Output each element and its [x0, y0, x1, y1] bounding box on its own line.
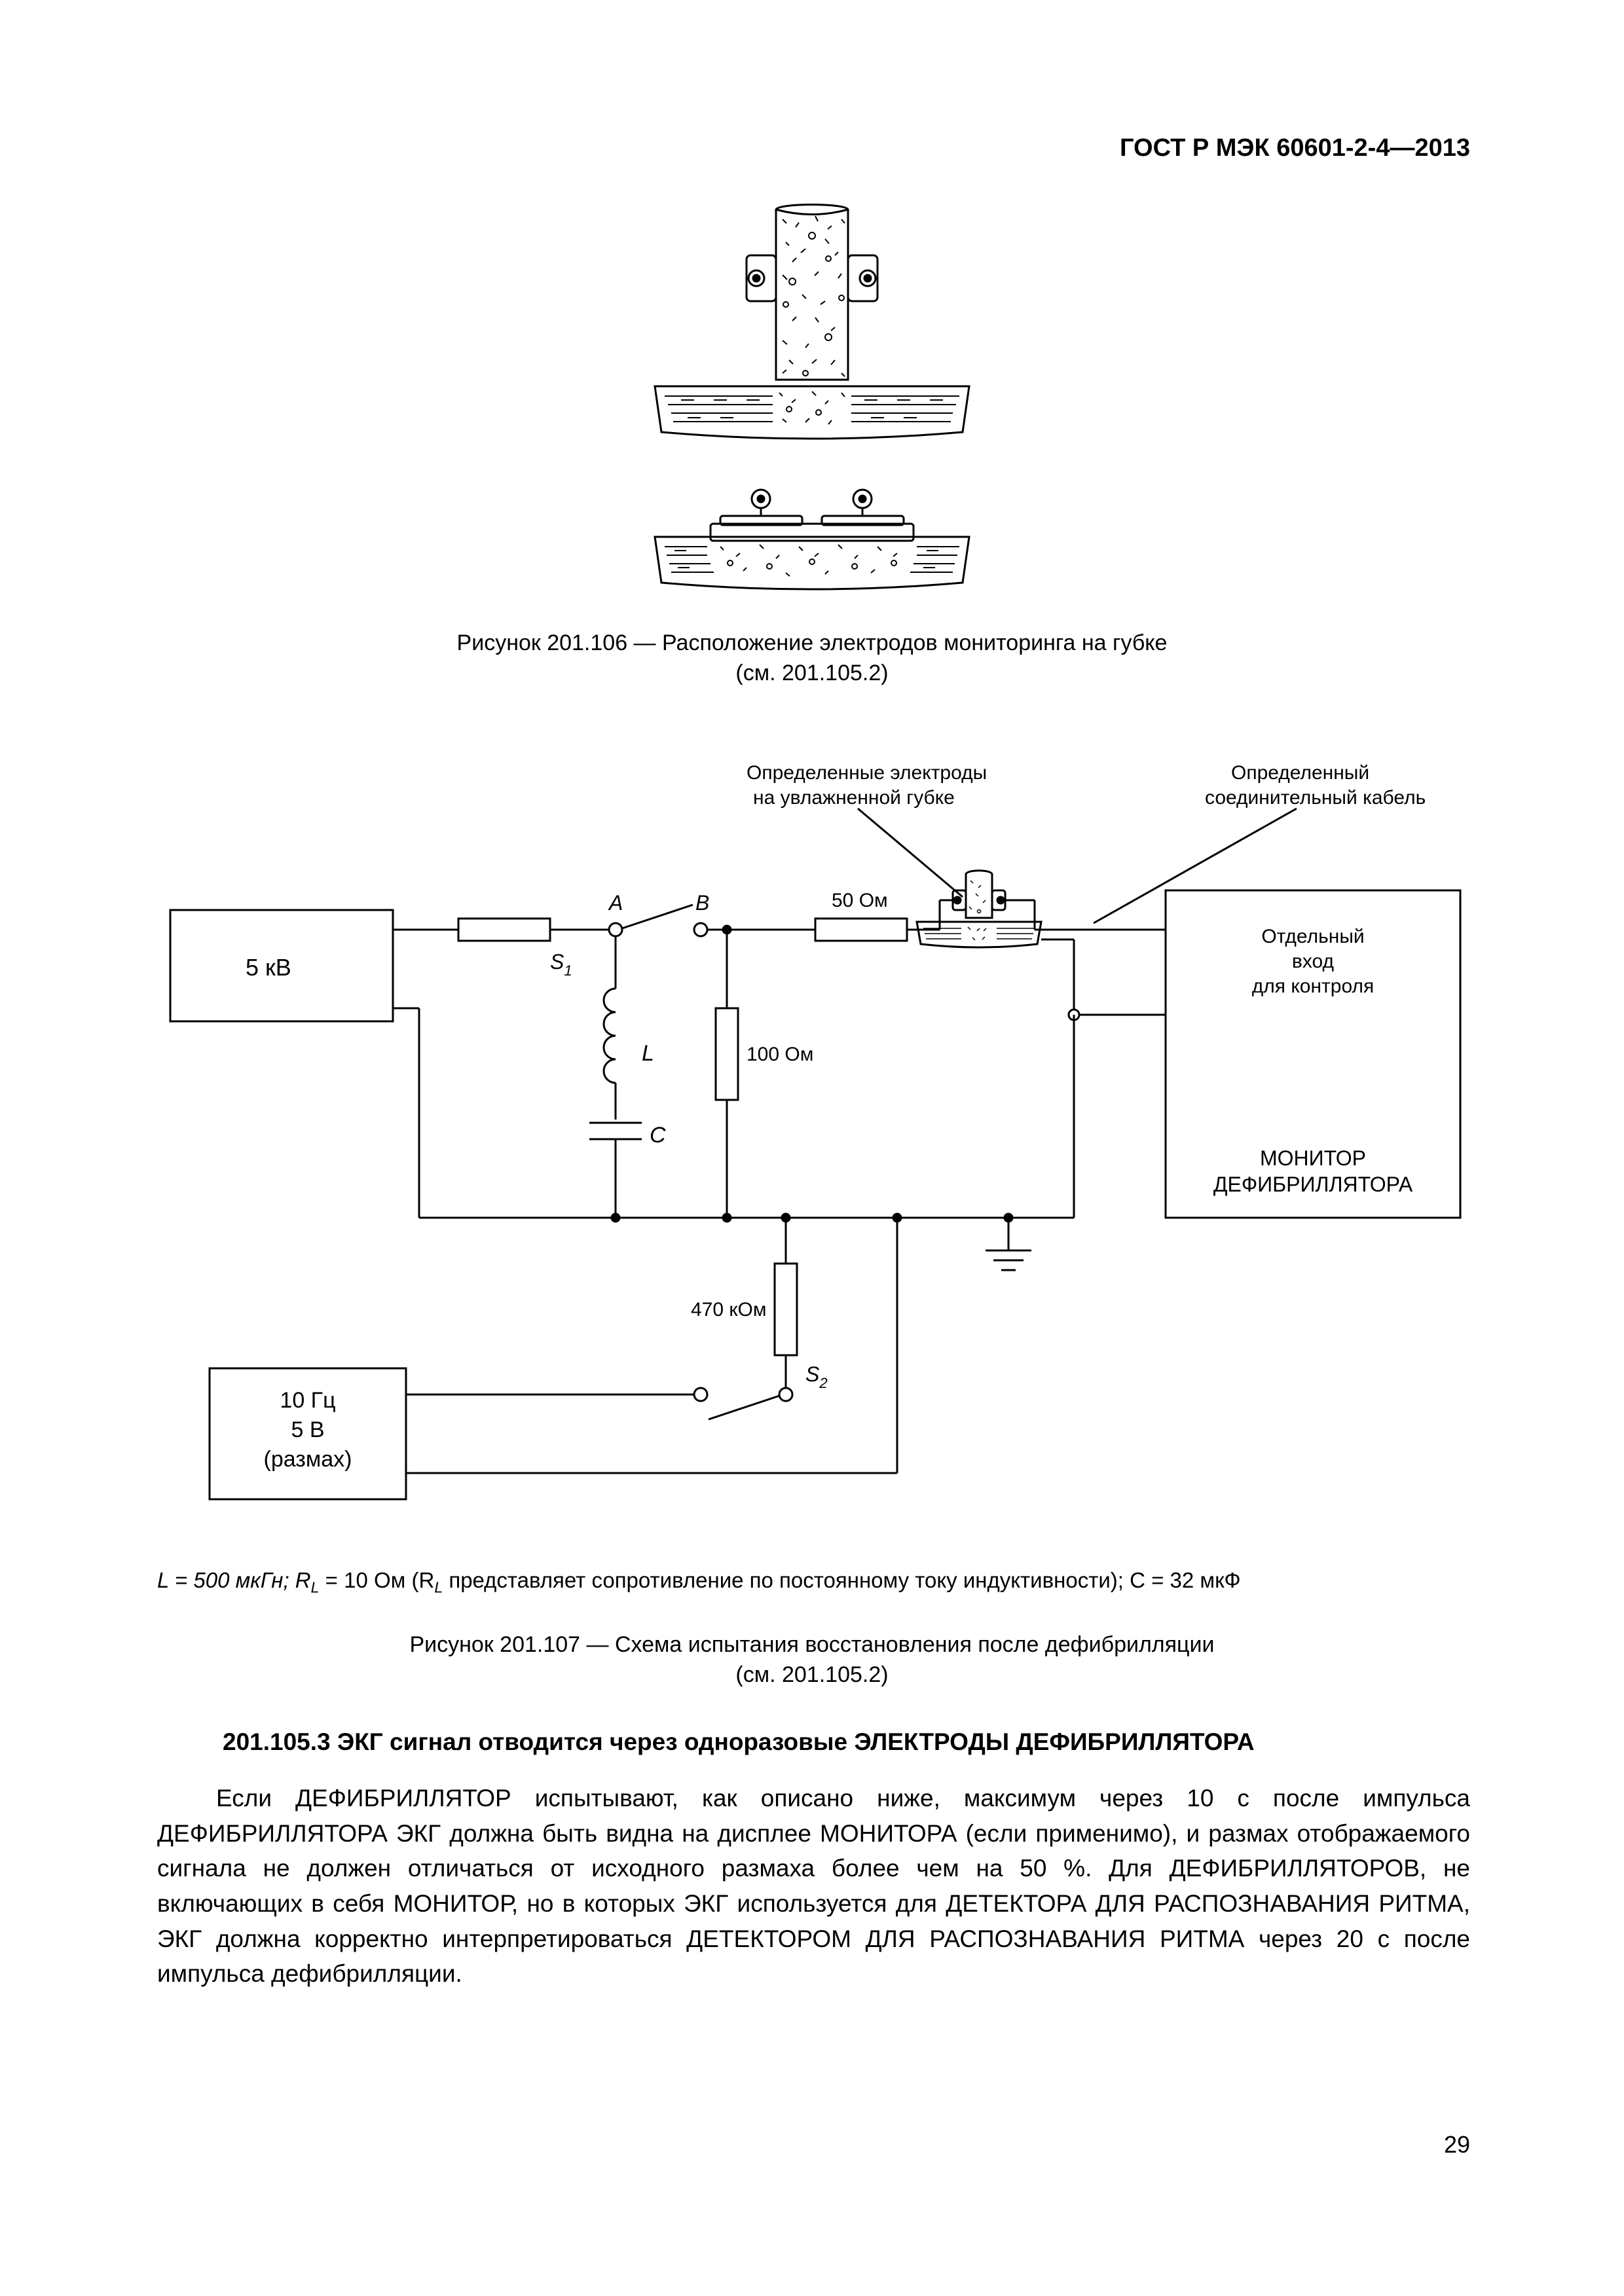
svg-text:S1: S1	[550, 950, 572, 979]
node-b-text: B	[695, 891, 709, 915]
figure-106-caption: Рисунок 201.106 — Расположение электродо…	[0, 629, 1624, 689]
page-number: 29	[1444, 2131, 1470, 2159]
section-title: 201.105.3 ЭКГ сигнал отводится через одн…	[223, 1728, 1470, 1756]
label-electrodes-l2: на увлажненной губке	[753, 787, 955, 809]
node-a-text: A	[608, 891, 623, 915]
figure-107-params: L = 500 мкГн; RL = 10 Ом (RL представляе…	[157, 1568, 1470, 1597]
s1-text: S	[550, 950, 564, 974]
figure-107-caption-line1: Рисунок 201.107 — Схема испытания восста…	[409, 1632, 1214, 1657]
params-mid: = 10 Ом (R	[319, 1568, 434, 1592]
s1-sub: 1	[564, 962, 572, 979]
label-electrodes-l1: Определенные электроды	[747, 762, 987, 784]
svg-text:S2: S2	[805, 1362, 828, 1391]
figure-106-caption-line1: Рисунок 201.106 — Расположение электродо…	[457, 630, 1168, 655]
label-cable-l2: соединительный кабель	[1205, 787, 1426, 809]
monitor-in-l1: Отдельный	[1261, 926, 1364, 947]
monitor-in-l3: для контроля	[1252, 975, 1375, 997]
label-cable-l1: Определенный	[1231, 762, 1369, 784]
r470-text: 470 кОм	[691, 1299, 766, 1321]
monitor-l2: ДЕФИБРИЛЛЯТОРА	[1213, 1173, 1413, 1196]
section-body: Если ДЕФИБРИЛЛЯТОР испытывают, как описа…	[157, 1781, 1470, 1992]
params-sub1: L	[311, 1579, 320, 1596]
sig-l3: (размах)	[264, 1447, 352, 1472]
sig-l2: 5 В	[291, 1417, 324, 1442]
page: ГОСТ Р МЭК 60601-2-4—2013	[0, 0, 1624, 2296]
box-5kv-text: 5 кВ	[246, 954, 291, 981]
figure-107: Определенные электроды на увлажненной гу…	[157, 759, 1467, 1535]
monitor-in-l2: вход	[1292, 951, 1334, 972]
l-text: L	[642, 1041, 654, 1066]
params-sub2: L	[434, 1579, 443, 1596]
r100-text: 100 Ом	[747, 1044, 813, 1065]
params-post: представляет сопротивление по постоянном…	[443, 1568, 1240, 1592]
figure-106-caption-line2: (см. 201.105.2)	[735, 661, 888, 685]
c-text: C	[650, 1123, 666, 1148]
r50-text: 50 Ом	[832, 890, 888, 911]
figure-107-caption: Рисунок 201.107 — Схема испытания восста…	[0, 1630, 1624, 1690]
sig-l1: 10 Гц	[280, 1388, 335, 1413]
figure-106	[517, 196, 1107, 619]
figure-107-caption-line2: (см. 201.105.2)	[735, 1662, 888, 1687]
monitor-l1: МОНИТОР	[1260, 1146, 1366, 1170]
s2-text: S	[805, 1362, 819, 1386]
document-header: ГОСТ Р МЭК 60601-2-4—2013	[1120, 134, 1470, 162]
s2-sub: 2	[819, 1375, 827, 1391]
params-pre: L = 500 мкГн; R	[157, 1568, 311, 1592]
